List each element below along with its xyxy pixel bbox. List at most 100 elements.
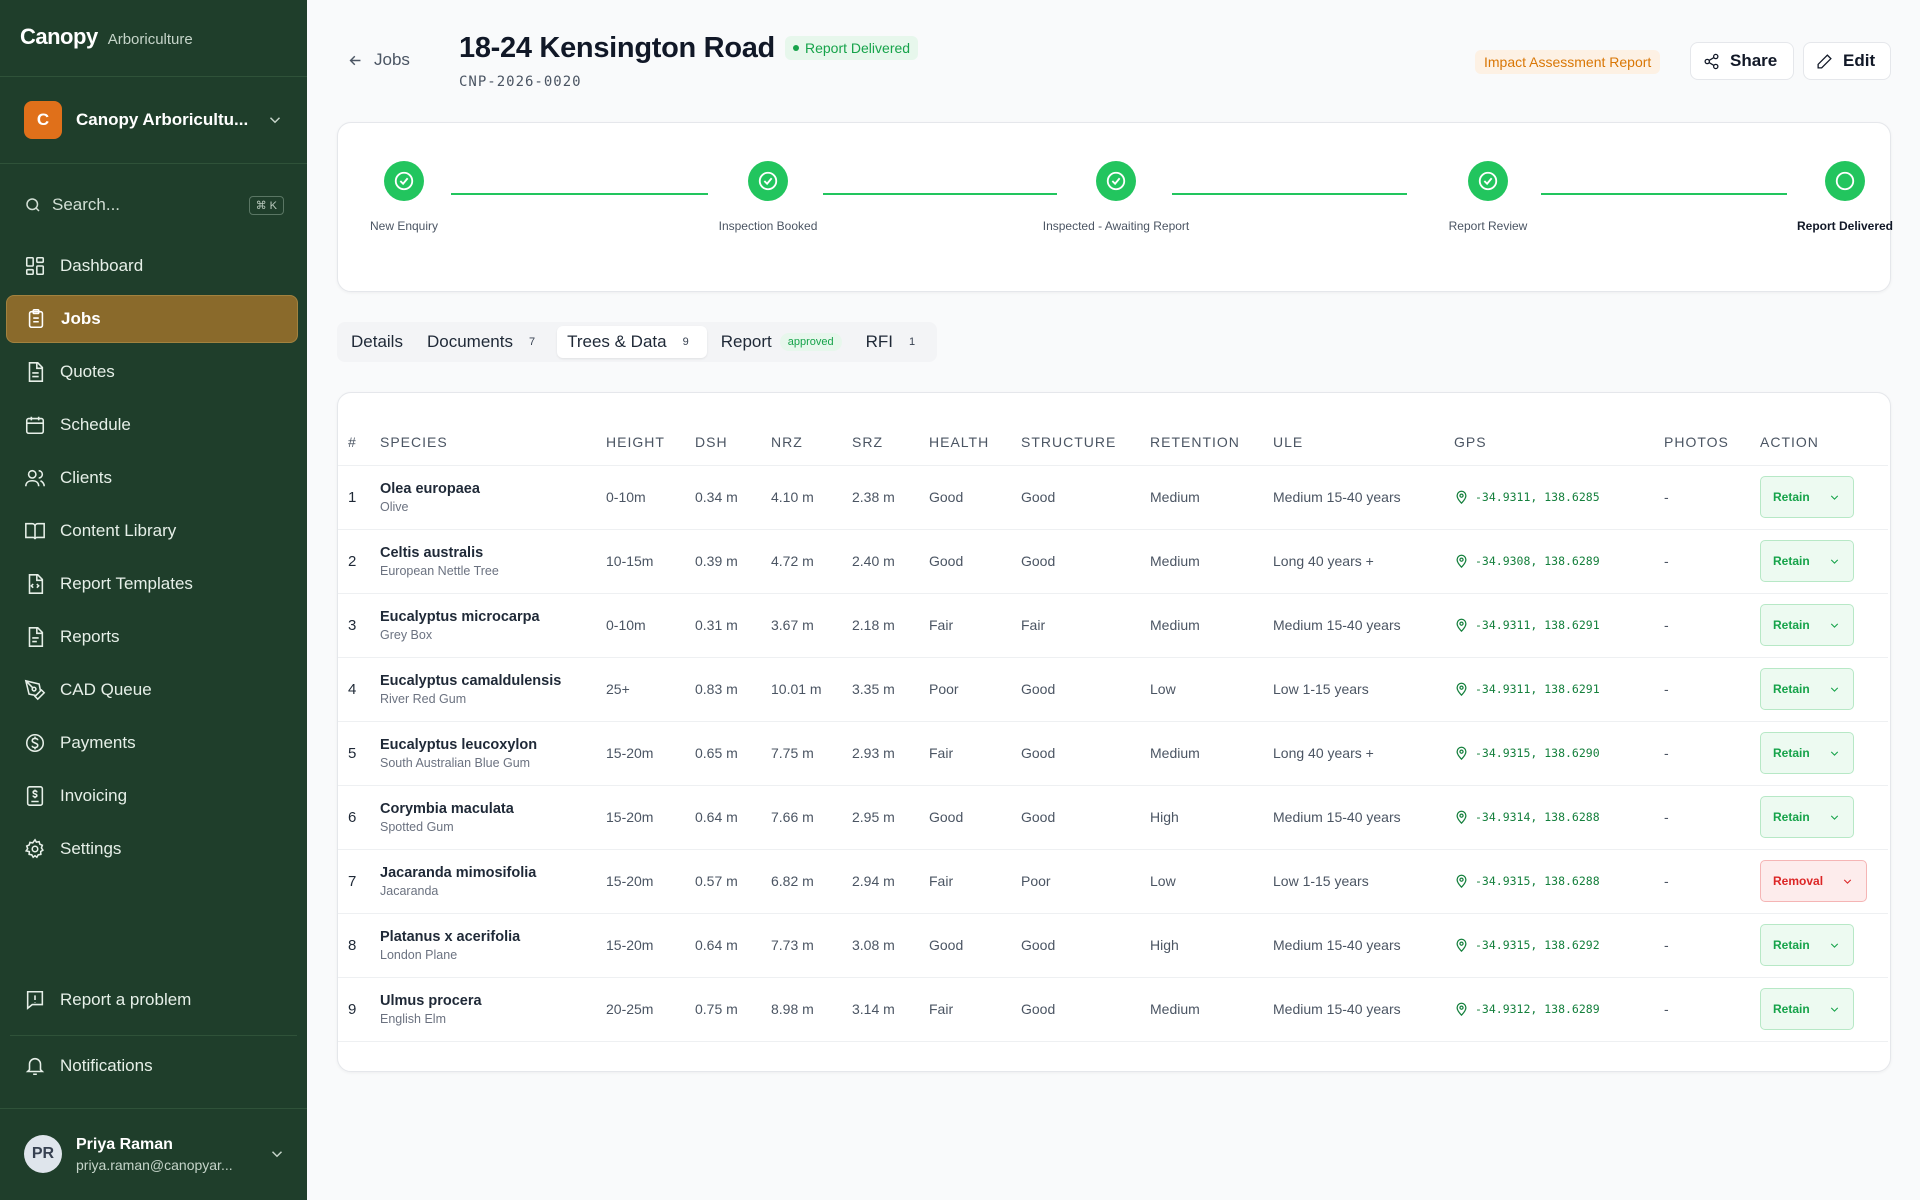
action-select[interactable]: Retain [1760, 476, 1854, 518]
sidebar-item-dashboard[interactable]: Dashboard [6, 242, 298, 290]
org-switcher[interactable]: C Canopy Arboricultu... [24, 101, 284, 139]
gps-link[interactable]: -34.9315, 138.6290 [1454, 746, 1656, 761]
sidebar-item-clients[interactable]: Clients [6, 454, 298, 502]
table-row[interactable]: 1 Olea europaea Olive 0-10m 0.34 m 4.10 m 2.38… [338, 465, 1888, 530]
column-header[interactable]: # [338, 419, 376, 466]
tab-rfi[interactable]: RFI 1 [856, 326, 934, 358]
table-row[interactable]: 9 Ulmus procera English Elm 20-25m 0.75 m 8.9… [338, 977, 1888, 1042]
sidebar-item-schedule[interactable]: Schedule [6, 401, 298, 449]
search-input[interactable]: Search... ⌘ K [24, 192, 284, 218]
share-button[interactable]: Share [1690, 42, 1794, 80]
column-header[interactable]: GPS [1450, 419, 1660, 466]
action-select[interactable]: Removal [1760, 860, 1868, 902]
gps-link[interactable]: -34.9315, 138.6292 [1454, 938, 1656, 953]
gps-cell: -34.9308, 138.6289 [1450, 529, 1660, 594]
chevron-down-icon [1843, 878, 1852, 884]
species-name: Eucalyptus leucoxylon [380, 736, 538, 753]
action-select[interactable]: Retain [1760, 668, 1854, 710]
action-value: Retain [1773, 682, 1810, 696]
column-header[interactable]: PHOTOS [1660, 419, 1756, 466]
action-select[interactable]: Retain [1760, 604, 1854, 646]
sidebar-item-report-templates[interactable]: Report Templates [6, 560, 298, 608]
retention-cell: Medium [1146, 465, 1269, 530]
table-row[interactable]: 5 Eucalyptus leucoxylon South Australian B… [338, 721, 1888, 786]
table-row[interactable]: 2 Celtis australis European Nettle Tree 10-… [338, 529, 1888, 594]
table-row[interactable]: 3 Eucalyptus microcarpa Grey Box 0-10m 0.31 … [338, 593, 1888, 658]
org-avatar: C [24, 101, 62, 139]
action-cell: Retain [1756, 529, 1888, 594]
gps-link[interactable]: -34.9311, 138.6285 [1454, 490, 1656, 505]
sidebar-item-invoicing[interactable]: Invoicing [6, 772, 298, 820]
gps-link[interactable]: -34.9312, 138.6289 [1454, 1002, 1656, 1017]
gps-link[interactable]: -34.9311, 138.6291 [1454, 682, 1656, 697]
sidebar-item-jobs[interactable]: Jobs [6, 295, 298, 343]
gps-link[interactable]: -34.9314, 138.6288 [1454, 810, 1656, 825]
table-row[interactable]: 7 Jacaranda mimosifolia Jacaranda 15-20m 0.5… [338, 849, 1888, 914]
gps-coordinates: -34.9314, 138.6288 [1475, 810, 1600, 824]
column-header[interactable]: HEIGHT [602, 419, 691, 466]
progress-step-report-delivered: Report Delivered [1745, 161, 1920, 233]
gps-link[interactable]: -34.9311, 138.6291 [1454, 618, 1656, 633]
chevron-down-icon [1830, 814, 1838, 820]
structure-cell: Good [1017, 657, 1146, 722]
ule-cell: Medium 15-40 years [1269, 465, 1450, 530]
trees-table-card: # SPECIES HEIGHT DSH NRZ SRZ HEALTH STRUCTURE RE… [337, 392, 1891, 1072]
column-header[interactable]: RETENTION [1146, 419, 1269, 466]
sidebar-item-cad-queue[interactable]: CAD Queue [6, 666, 298, 714]
srz-cell: 2.95 m [848, 785, 925, 850]
height-cell: 25+ [602, 657, 691, 722]
action-cell: Retain [1756, 465, 1888, 530]
height-cell: 0-10m [602, 593, 691, 658]
table-row[interactable]: 4 Eucalyptus camaldulensis River Red Gum 25… [338, 657, 1888, 722]
table-row[interactable]: 8 Platanus x acerifolia London Plane 15-20m… [338, 913, 1888, 978]
sidebar-item-payments[interactable]: Payments [6, 719, 298, 767]
srz-cell: 2.94 m [848, 849, 925, 914]
report-problem-button[interactable]: Report a problem [24, 989, 191, 1011]
calendar-icon [25, 416, 45, 435]
tab-documents[interactable]: Documents 7 [417, 326, 553, 358]
retention-cell: High [1146, 785, 1269, 850]
map-pin-icon [1456, 554, 1467, 568]
column-header[interactable]: SRZ [848, 419, 925, 466]
column-header[interactable]: SPECIES [376, 419, 602, 466]
column-header[interactable]: ULE [1269, 419, 1450, 466]
tab-status-pill: approved [779, 333, 842, 351]
action-select[interactable]: Retain [1760, 988, 1854, 1030]
column-header[interactable]: STRUCTURE [1017, 419, 1146, 466]
species-name: Platanus x acerifolia [380, 928, 521, 945]
table-row[interactable]: 6 Corymbia maculata Spotted Gum 15-20m 0.64 … [338, 785, 1888, 850]
sidebar-item-content-library[interactable]: Content Library [6, 507, 298, 555]
tree-number: 2 [338, 529, 376, 594]
column-header[interactable]: DSH [691, 419, 767, 466]
column-header[interactable]: HEALTH [925, 419, 1017, 466]
sidebar-item-settings[interactable]: Settings [6, 825, 298, 873]
edit-button[interactable]: Edit [1803, 42, 1891, 80]
sidebar-item-reports[interactable]: Reports [6, 613, 298, 661]
sidebar-item-quotes[interactable]: Quotes [6, 348, 298, 396]
notifications-button[interactable]: Notifications [24, 1055, 153, 1077]
action-value: Removal [1773, 874, 1824, 888]
gps-link[interactable]: -34.9315, 138.6288 [1454, 874, 1656, 889]
tab-trees-data[interactable]: Trees & Data 9 [557, 326, 707, 358]
nrz-cell: 4.72 m [767, 529, 848, 594]
tree-number: 5 [338, 721, 376, 786]
tab-details[interactable]: Details [341, 326, 413, 358]
action-select[interactable]: Retain [1760, 796, 1854, 838]
column-header[interactable]: NRZ [767, 419, 848, 466]
brand[interactable]: Canopy Arboriculture [20, 24, 193, 50]
user-menu[interactable]: PR Priya Raman priya.raman@canopyar... [24, 1135, 286, 1173]
common-name: South Australian Blue Gum [380, 755, 531, 770]
action-select[interactable]: Retain [1760, 924, 1854, 966]
common-name: River Red Gum [380, 691, 467, 706]
notifications-label: Notifications [60, 1056, 153, 1075]
gps-link[interactable]: -34.9308, 138.6289 [1454, 554, 1656, 569]
tab-report[interactable]: Report approved [711, 326, 852, 358]
back-link[interactable]: Jobs [347, 50, 410, 70]
chevron-down-icon [1830, 942, 1838, 948]
species-cell: Platanus x acerifolia London Plane [376, 913, 602, 978]
column-header[interactable]: ACTION [1756, 419, 1888, 466]
gps-coordinates: -34.9308, 138.6289 [1475, 554, 1600, 568]
action-select[interactable]: Retain [1760, 732, 1854, 774]
step-label: New Enquiry [369, 219, 439, 233]
action-select[interactable]: Retain [1760, 540, 1854, 582]
